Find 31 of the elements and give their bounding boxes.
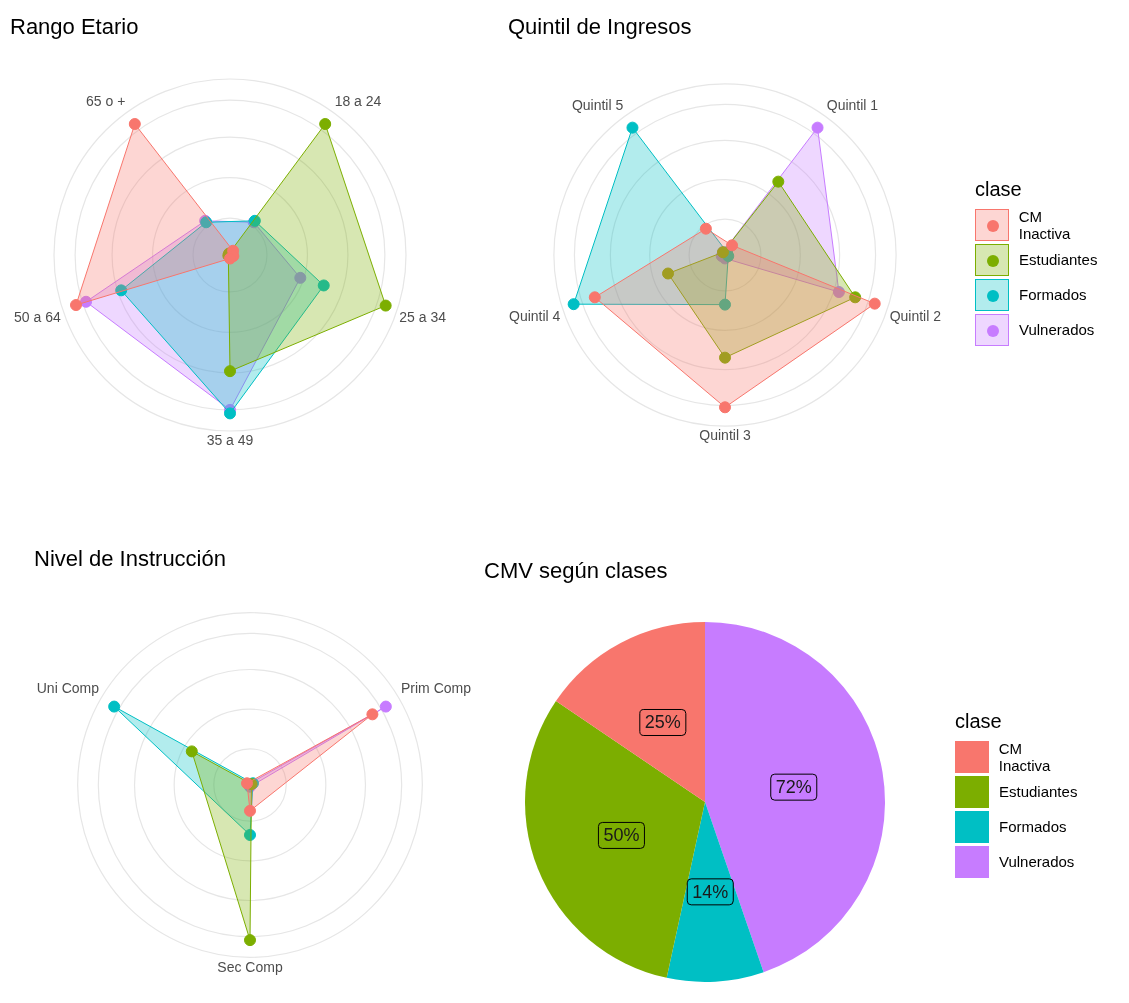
spoke-label: Uni Comp	[36, 680, 100, 697]
spoke-label: 35 a 49	[206, 432, 254, 449]
legend-label: Formados	[999, 818, 1067, 835]
spoke-label: 65 o +	[86, 93, 126, 110]
chart-title: CMV según clases	[484, 558, 668, 584]
chart-title: Quintil de Ingresos	[508, 14, 692, 40]
legend-label: Vulnerados	[999, 853, 1075, 870]
legend-title: clase	[955, 710, 1003, 733]
legend-label: Formados	[1019, 286, 1087, 303]
spoke-label: Quintil 2	[889, 307, 942, 324]
legend-label: Vulnerados	[1019, 321, 1095, 338]
spoke-label: Quintil 1	[826, 97, 879, 114]
spoke-label: 18 a 24	[334, 93, 382, 110]
spoke-label: Sec Comp	[217, 958, 283, 975]
spoke-label: Quintil 3	[699, 427, 751, 444]
legend-label: Estudiantes	[999, 783, 1078, 800]
data-label: 50%	[603, 825, 640, 846]
legend-label: CM Inactiva	[998, 739, 1052, 774]
spoke-label: 50 a 64	[13, 309, 61, 326]
data-label: 14%	[692, 881, 729, 902]
legend-label: Estudiantes	[1019, 251, 1098, 268]
chart-title: Nivel de Instrucción	[34, 546, 226, 572]
legend-title: clase	[975, 178, 1023, 201]
spoke-label: Quintil 4	[509, 307, 561, 324]
spoke-label: 25 a 34	[399, 309, 447, 326]
spoke-label: Prim Comp	[400, 680, 472, 697]
chart-title: Rango Etario	[10, 14, 139, 40]
legend-label: CM Inactiva	[1018, 207, 1072, 242]
spoke-label: Quintil 5	[571, 97, 624, 114]
data-label: 25%	[644, 712, 681, 733]
data-label: 72%	[775, 777, 812, 798]
